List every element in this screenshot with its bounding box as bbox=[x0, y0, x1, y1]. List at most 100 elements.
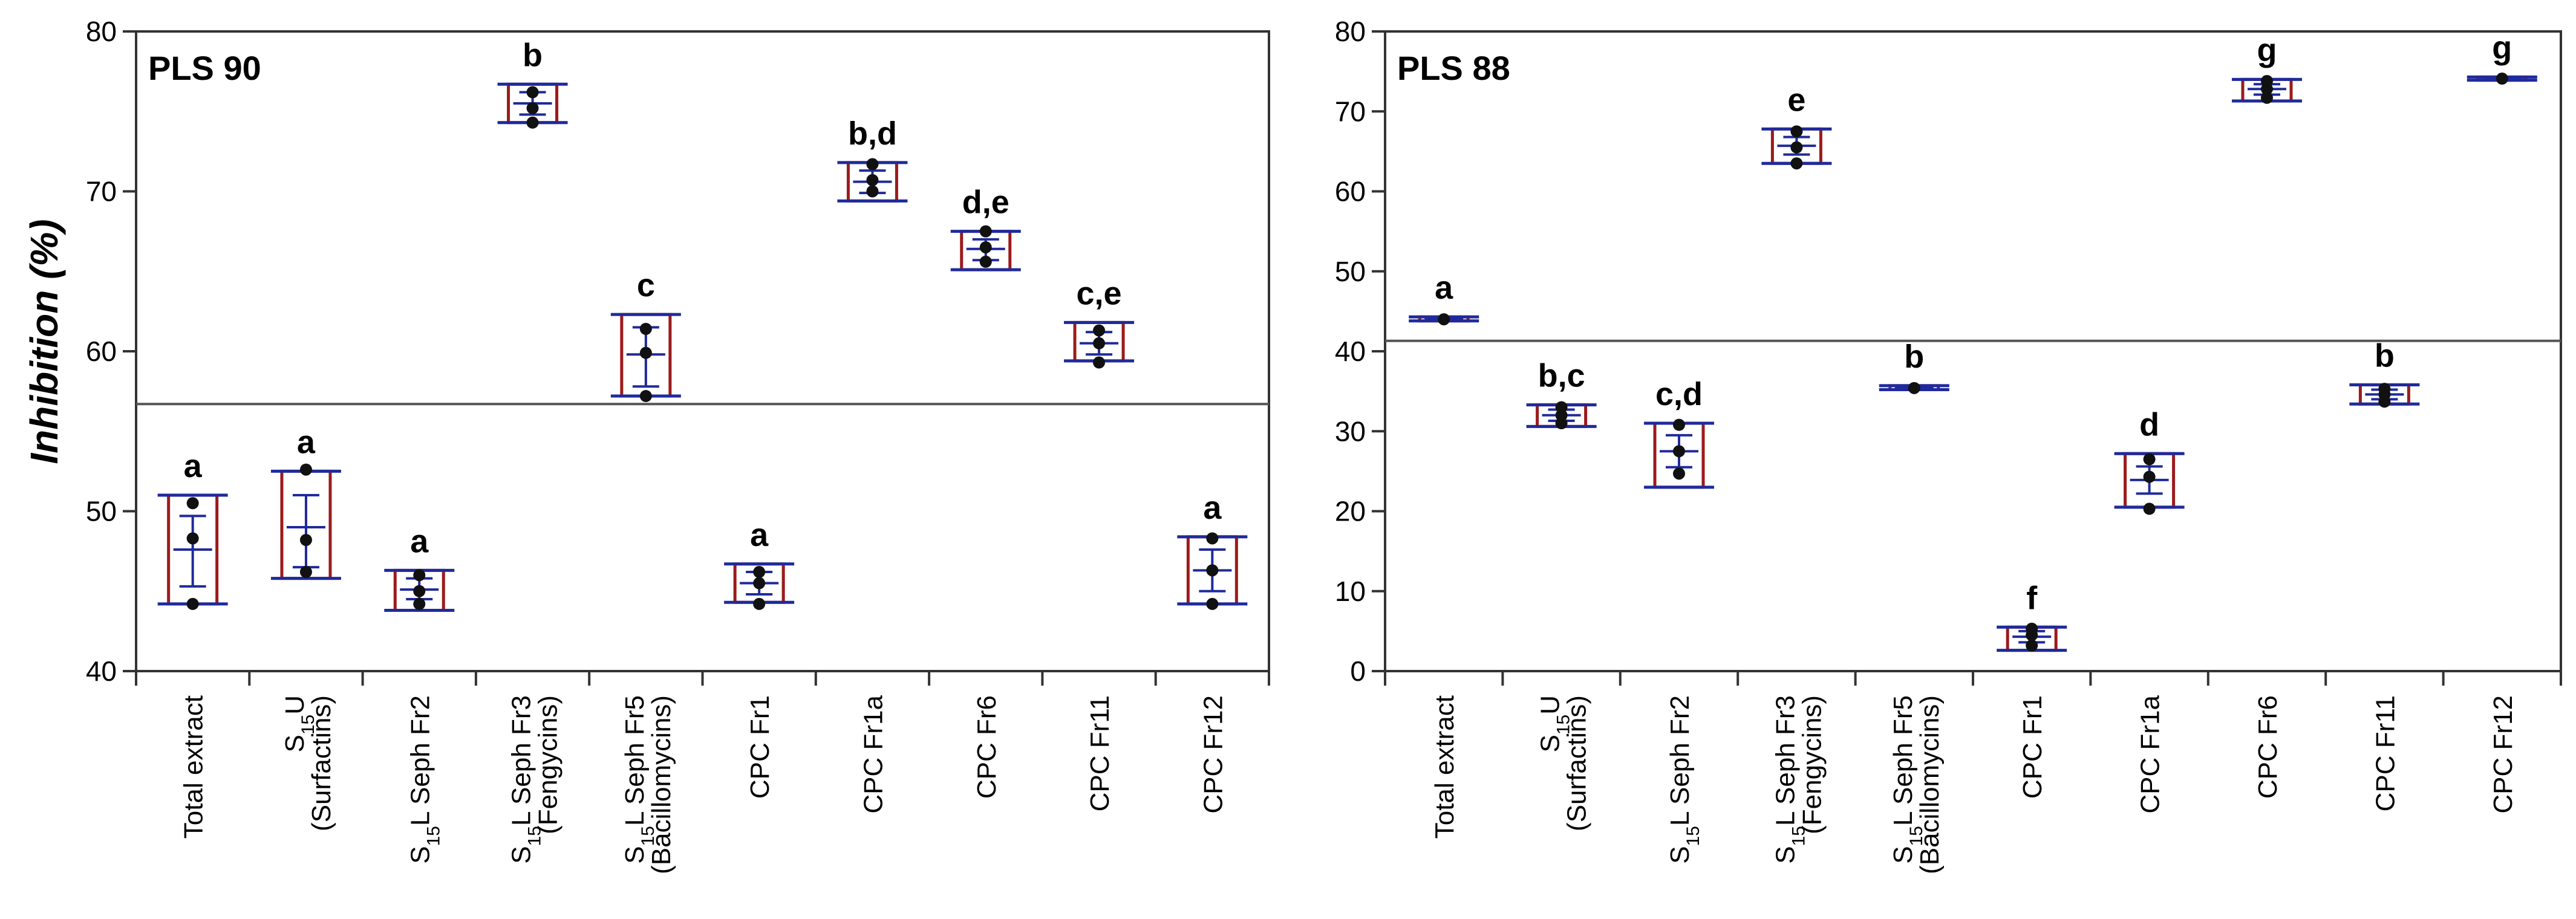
data-point bbox=[1790, 141, 1803, 154]
data-point bbox=[2143, 453, 2156, 466]
data-point bbox=[1206, 532, 1219, 545]
data-point bbox=[1673, 418, 1685, 431]
x-category-label: CPC Fr12 bbox=[1198, 695, 1228, 814]
data-point bbox=[979, 255, 992, 268]
y-tick-label: 40 bbox=[1335, 336, 1366, 367]
data-point bbox=[639, 346, 652, 359]
x-category-label-line2: (Surfactins) bbox=[1562, 695, 1592, 831]
x-category-label: CPC Fr1a bbox=[858, 695, 888, 813]
significance-letter: a bbox=[1435, 270, 1453, 306]
data-point bbox=[186, 597, 199, 610]
data-point bbox=[2026, 639, 2038, 652]
data-point bbox=[526, 102, 539, 114]
x-category-label: CPC Fr1 bbox=[2018, 695, 2047, 799]
significance-letter: d,e bbox=[962, 184, 1009, 221]
data-point bbox=[2026, 622, 2038, 635]
data-point bbox=[979, 225, 992, 238]
data-point bbox=[299, 463, 312, 476]
x-category-label: S15L Seph Fr3 bbox=[1770, 695, 1808, 864]
significance-letter: a bbox=[1203, 490, 1222, 526]
y-tick-label: 0 bbox=[1350, 655, 1366, 687]
x-category-label: S15L Seph Fr2 bbox=[1665, 695, 1703, 864]
data-point bbox=[866, 174, 879, 186]
significance-letter: c bbox=[637, 267, 655, 304]
data-point bbox=[413, 597, 426, 610]
significance-letter: g bbox=[2257, 32, 2277, 68]
data-point bbox=[526, 86, 539, 99]
data-point bbox=[1555, 401, 1568, 414]
x-category-label: CPC Fr1a bbox=[2136, 695, 2165, 813]
x-category-label-line2: (Bacillomycins) bbox=[1915, 695, 1945, 874]
x-category-label-line2: (Fengycins) bbox=[533, 695, 563, 834]
data-point bbox=[1438, 313, 1450, 326]
x-category-label-line2: (Fengycins) bbox=[1797, 695, 1827, 834]
significance-letter: b,d bbox=[848, 115, 897, 152]
data-point bbox=[639, 390, 652, 403]
x-category-label: S15L Seph Fr3 bbox=[507, 695, 545, 864]
y-tick-label: 80 bbox=[1335, 16, 1366, 47]
x-category-label: CPC Fr12 bbox=[2488, 695, 2518, 814]
y-tick-label: 20 bbox=[1335, 496, 1366, 527]
data-point bbox=[526, 116, 539, 129]
panel-title: PLS 88 bbox=[1397, 49, 1510, 87]
significance-letter: d bbox=[2139, 406, 2159, 443]
x-category-label: CPC Fr1 bbox=[745, 695, 775, 799]
data-point bbox=[2496, 73, 2508, 85]
x-category-label: CPC Fr11 bbox=[1085, 695, 1115, 811]
data-point bbox=[299, 534, 312, 547]
data-point bbox=[2143, 502, 2156, 515]
significance-letter: a bbox=[297, 424, 316, 460]
data-point bbox=[1093, 356, 1106, 369]
data-point bbox=[979, 241, 992, 254]
significance-letter: e bbox=[1787, 82, 1805, 118]
y-axis-label: Inhibition (%) bbox=[22, 219, 66, 464]
data-point bbox=[1790, 125, 1803, 138]
data-point bbox=[299, 566, 312, 579]
y-tick-label: 10 bbox=[1335, 576, 1366, 607]
y-tick-label: 30 bbox=[1335, 415, 1366, 447]
data-point bbox=[866, 158, 879, 170]
significance-letter: b bbox=[523, 37, 543, 73]
data-point bbox=[1206, 597, 1219, 610]
significance-letter: a bbox=[410, 523, 429, 559]
data-point bbox=[1908, 382, 1920, 394]
data-point bbox=[1790, 157, 1803, 170]
x-category-label: S15L Seph Fr5 bbox=[1888, 695, 1926, 864]
data-point bbox=[2378, 383, 2391, 395]
x-category-label-line2: (Surfactins) bbox=[307, 695, 336, 831]
data-point bbox=[2261, 74, 2273, 87]
y-tick-label: 60 bbox=[86, 336, 117, 367]
significance-letter: b,c bbox=[1538, 358, 1585, 394]
data-point bbox=[753, 566, 766, 579]
data-point bbox=[866, 185, 879, 198]
data-point bbox=[1673, 467, 1685, 480]
panel-pls88: 0 10 20 30 40 50 60 70 80 Total extract S15U(Surfa… bbox=[1335, 16, 2562, 874]
y-tick-label: 50 bbox=[86, 496, 117, 527]
data-point bbox=[1206, 564, 1219, 577]
y-tick-label: 60 bbox=[1335, 176, 1366, 207]
x-category-label: S15L Seph Fr5 bbox=[620, 695, 658, 864]
y-tick-label: 70 bbox=[1335, 96, 1366, 127]
data-point bbox=[2261, 91, 2273, 104]
data-point bbox=[639, 322, 652, 335]
y-tick-label: 70 bbox=[86, 176, 117, 207]
data-point bbox=[2143, 470, 2156, 483]
significance-letter: b bbox=[2375, 338, 2395, 374]
x-category-label: Total extract bbox=[1430, 695, 1459, 839]
x-category-label: S15L Seph Fr2 bbox=[405, 695, 443, 864]
panel-title: PLS 90 bbox=[148, 49, 261, 87]
x-category-label: CPC Fr6 bbox=[2253, 695, 2283, 799]
significance-letter: b bbox=[1904, 339, 1924, 375]
data-point bbox=[1093, 324, 1106, 337]
significance-letter: a bbox=[750, 517, 769, 553]
significance-letter: g bbox=[2492, 30, 2512, 66]
data-point bbox=[413, 569, 426, 582]
data-point bbox=[186, 497, 199, 510]
data-point bbox=[1673, 445, 1685, 458]
data-point bbox=[753, 577, 766, 589]
x-category-label-line2: (Bacillomycins) bbox=[647, 695, 676, 874]
data-point bbox=[413, 585, 426, 597]
x-category-label: Total extract bbox=[179, 695, 209, 839]
significance-letter: c,d bbox=[1655, 376, 1703, 412]
